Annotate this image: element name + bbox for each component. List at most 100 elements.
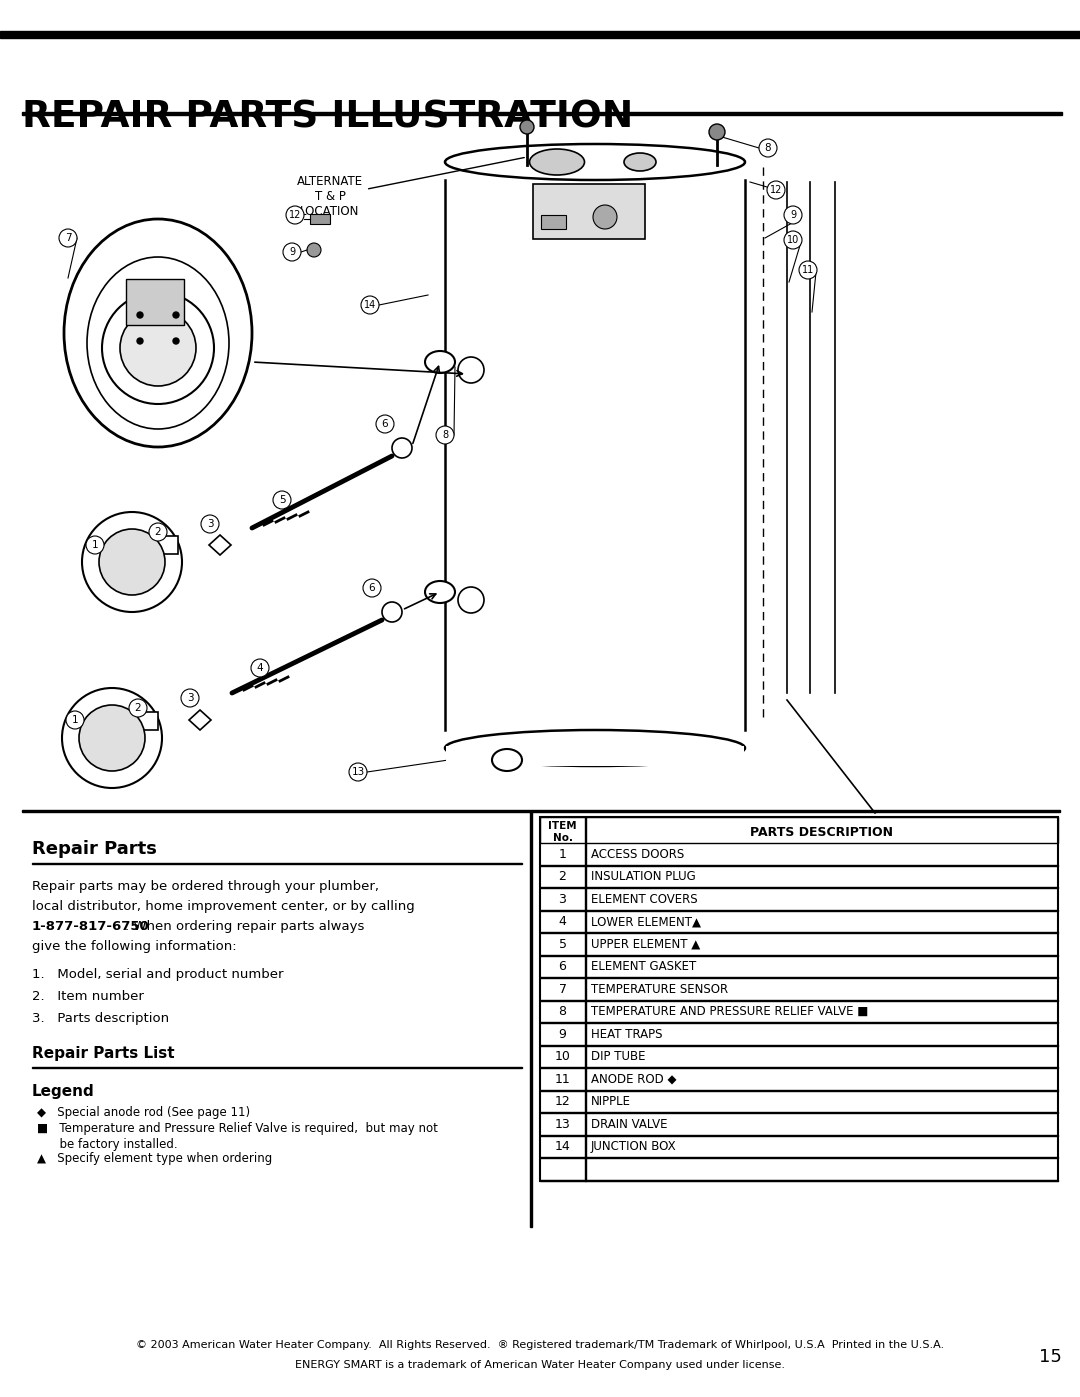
Text: 7: 7 xyxy=(558,982,567,996)
Circle shape xyxy=(436,426,454,444)
Text: DRAIN VALVE: DRAIN VALVE xyxy=(591,1118,667,1130)
Text: 2: 2 xyxy=(154,527,161,536)
Text: 3: 3 xyxy=(206,520,214,529)
Ellipse shape xyxy=(64,219,252,447)
Circle shape xyxy=(363,578,381,597)
Text: 9: 9 xyxy=(289,247,295,257)
Text: 11: 11 xyxy=(801,265,814,275)
Circle shape xyxy=(286,205,303,224)
Text: ANODE ROD ◆: ANODE ROD ◆ xyxy=(591,1073,676,1085)
Text: TEMPERATURE SENSOR: TEMPERATURE SENSOR xyxy=(591,982,728,996)
Polygon shape xyxy=(210,535,231,555)
Text: give the following information:: give the following information: xyxy=(32,940,237,953)
Text: 1.   Model, serial and product number: 1. Model, serial and product number xyxy=(32,968,283,981)
Circle shape xyxy=(458,358,484,383)
Text: 7: 7 xyxy=(65,233,71,243)
Bar xyxy=(541,215,566,229)
Bar xyxy=(446,746,744,766)
Text: ALTERNATE
T & P
LOCATION: ALTERNATE T & P LOCATION xyxy=(297,158,524,218)
Bar xyxy=(22,112,1062,115)
Text: 11: 11 xyxy=(555,1073,570,1085)
Circle shape xyxy=(458,587,484,613)
Text: 2: 2 xyxy=(558,870,566,883)
Text: 6: 6 xyxy=(558,960,566,974)
Circle shape xyxy=(283,243,301,261)
Text: 6: 6 xyxy=(368,583,376,592)
Circle shape xyxy=(519,120,534,134)
Bar xyxy=(131,712,158,731)
Circle shape xyxy=(181,689,199,707)
Circle shape xyxy=(129,698,147,717)
Ellipse shape xyxy=(445,731,745,766)
Text: 10: 10 xyxy=(554,1051,570,1063)
Circle shape xyxy=(349,763,367,781)
Text: 13: 13 xyxy=(351,767,365,777)
Bar xyxy=(151,536,178,555)
Circle shape xyxy=(201,515,219,534)
Text: ELEMENT COVERS: ELEMENT COVERS xyxy=(591,893,698,905)
Text: 3.   Parts description: 3. Parts description xyxy=(32,1011,170,1025)
Text: 4: 4 xyxy=(257,664,264,673)
Circle shape xyxy=(784,231,802,249)
Circle shape xyxy=(102,292,214,404)
Circle shape xyxy=(392,439,411,458)
Bar xyxy=(540,817,1058,842)
Ellipse shape xyxy=(426,351,455,373)
Text: ITEM
No.: ITEM No. xyxy=(549,821,577,844)
Circle shape xyxy=(273,490,291,509)
Text: ENERGY SMART is a trademark of American Water Heater Company used under license.: ENERGY SMART is a trademark of American … xyxy=(295,1361,785,1370)
Text: ▲   Specify element type when ordering: ▲ Specify element type when ordering xyxy=(37,1153,272,1165)
Text: ◆   Special anode rod (See page 11): ◆ Special anode rod (See page 11) xyxy=(37,1106,251,1119)
Text: 3: 3 xyxy=(558,893,566,905)
Ellipse shape xyxy=(445,144,745,180)
Text: ACCESS DOORS: ACCESS DOORS xyxy=(591,848,685,861)
Text: © 2003 American Water Heater Company.  All Rights Reserved.  ® Registered tradem: © 2003 American Water Heater Company. Al… xyxy=(136,1340,944,1350)
Text: 12: 12 xyxy=(555,1095,570,1108)
Text: local distributor, home improvement center, or by calling: local distributor, home improvement cent… xyxy=(32,900,415,914)
Circle shape xyxy=(784,205,802,224)
Text: 13: 13 xyxy=(555,1118,570,1130)
Text: Repair Parts List: Repair Parts List xyxy=(32,1046,175,1060)
Text: 15: 15 xyxy=(1039,1348,1062,1366)
Circle shape xyxy=(120,310,195,386)
Text: 1: 1 xyxy=(92,541,98,550)
Bar xyxy=(310,214,330,224)
Text: 12: 12 xyxy=(770,184,782,196)
Text: 5: 5 xyxy=(279,495,285,504)
Ellipse shape xyxy=(426,581,455,604)
Text: 10: 10 xyxy=(787,235,799,244)
Text: 5: 5 xyxy=(558,937,567,951)
Text: 12: 12 xyxy=(288,210,301,219)
Circle shape xyxy=(79,705,145,771)
Circle shape xyxy=(137,312,143,319)
Ellipse shape xyxy=(87,257,229,429)
Text: 4: 4 xyxy=(558,915,566,928)
Text: 3: 3 xyxy=(187,693,193,703)
Text: Repair parts may be ordered through your plumber,: Repair parts may be ordered through your… xyxy=(32,880,379,893)
Text: NIPPLE: NIPPLE xyxy=(591,1095,631,1108)
Text: ELEMENT GASKET: ELEMENT GASKET xyxy=(591,960,697,974)
Ellipse shape xyxy=(624,154,656,170)
Text: 9: 9 xyxy=(789,210,796,219)
Circle shape xyxy=(307,243,321,257)
Text: 14: 14 xyxy=(364,300,376,310)
Text: REPAIR PARTS ILLUSTRATION: REPAIR PARTS ILLUSTRATION xyxy=(22,101,633,136)
Text: 1: 1 xyxy=(71,715,79,725)
Ellipse shape xyxy=(492,749,522,771)
Text: TEMPERATURE AND PRESSURE RELIEF VALVE ■: TEMPERATURE AND PRESSURE RELIEF VALVE ■ xyxy=(591,1006,868,1018)
Circle shape xyxy=(173,338,179,344)
Text: Legend: Legend xyxy=(32,1084,95,1099)
Text: 1-877-817-6750: 1-877-817-6750 xyxy=(32,921,150,933)
Circle shape xyxy=(62,687,162,788)
Polygon shape xyxy=(189,710,211,731)
Circle shape xyxy=(137,338,143,344)
Text: 2: 2 xyxy=(135,703,141,712)
Circle shape xyxy=(759,138,777,156)
Bar xyxy=(530,812,531,1227)
Text: UPPER ELEMENT ▲: UPPER ELEMENT ▲ xyxy=(591,937,700,951)
Circle shape xyxy=(99,529,165,595)
Circle shape xyxy=(59,229,77,247)
Text: 8: 8 xyxy=(442,430,448,440)
Text: Repair Parts: Repair Parts xyxy=(32,840,157,858)
Text: DIP TUBE: DIP TUBE xyxy=(591,1051,646,1063)
